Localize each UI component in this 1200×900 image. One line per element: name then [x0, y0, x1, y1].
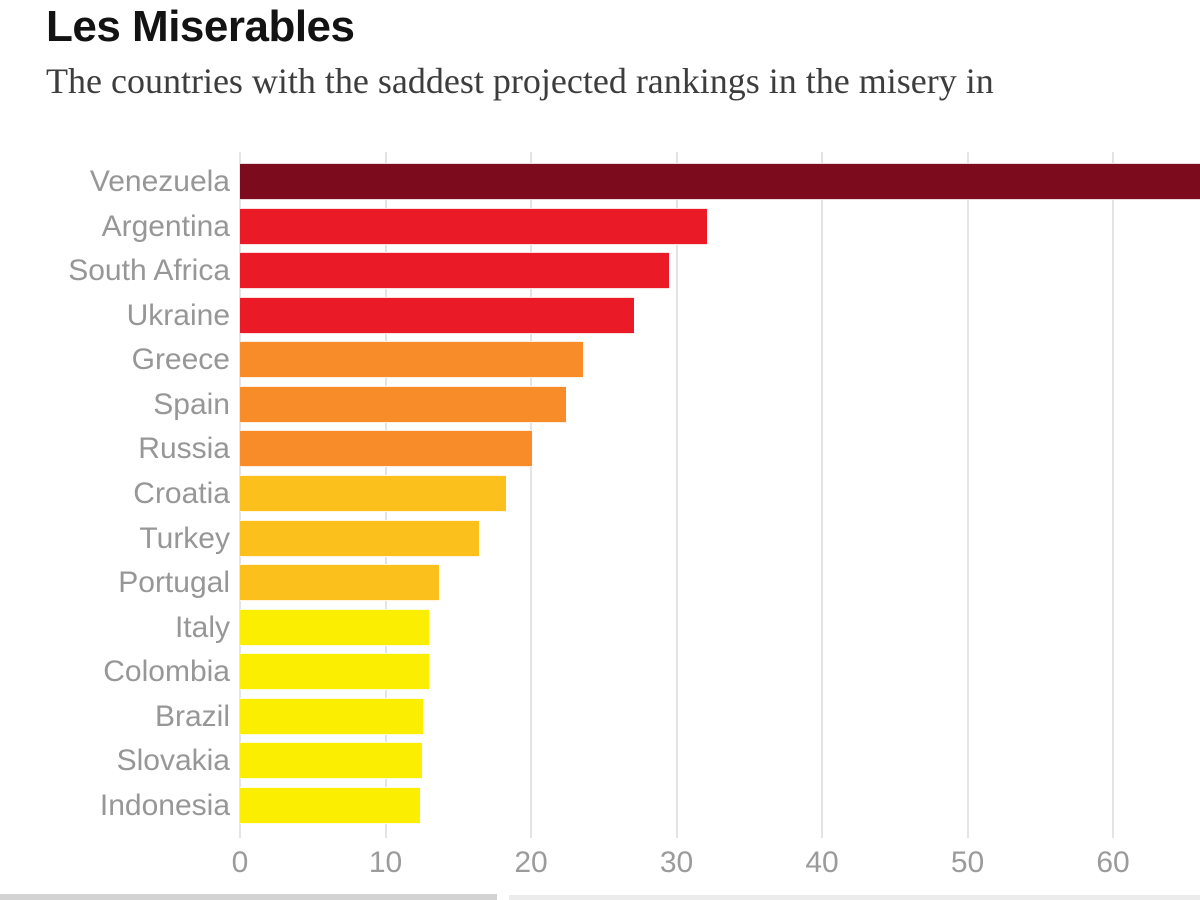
bar-portugal: [240, 564, 439, 601]
bar-row-colombia: Colombia: [0, 653, 1200, 690]
bar-row-brazil: Brazil: [0, 698, 1200, 735]
gridline-60: [1112, 152, 1114, 838]
bar-label-italy: Italy: [174, 611, 230, 644]
clipped-bottom-left-element: [0, 894, 497, 900]
bar-label-colombia: Colombia: [103, 655, 230, 688]
bar-spain: [240, 386, 566, 423]
bar-row-indonesia: Indonesia: [0, 787, 1200, 824]
bar-label-turkey: Turkey: [139, 522, 230, 555]
bar-slovakia: [240, 742, 422, 779]
x-tick-label-10: 10: [368, 846, 403, 879]
bar-row-argentina: Argentina: [0, 208, 1200, 245]
bar-row-russia: Russia: [0, 430, 1200, 467]
bar-label-croatia: Croatia: [133, 477, 230, 510]
bar-ukraine: [240, 297, 634, 334]
bar-row-venezuela: Venezuela: [0, 163, 1200, 200]
bar-label-spain: Spain: [153, 388, 230, 421]
gridline-50: [966, 152, 969, 838]
x-tick-label-40: 40: [805, 846, 839, 879]
bar-venezuela: [240, 163, 1200, 200]
bar-label-portugal: Portugal: [118, 566, 230, 599]
bar-row-spain: Spain: [0, 386, 1200, 423]
bar-label-ukraine: Ukraine: [126, 299, 230, 332]
gridline-20: [530, 152, 532, 838]
bar-row-greece: Greece: [0, 341, 1200, 378]
bar-argentina: [240, 208, 707, 245]
bar-turkey: [240, 520, 479, 557]
chart-subtitle: The countries with the saddest projected…: [46, 61, 994, 101]
x-tick-label-50: 50: [950, 846, 985, 879]
bar-row-italy: Italy: [0, 609, 1200, 646]
bar-label-venezuela: Venezuela: [89, 165, 230, 198]
x-tick-label-30: 30: [659, 846, 694, 879]
bar-label-brazil: Brazil: [154, 700, 230, 733]
bar-label-argentina: Argentina: [101, 210, 230, 243]
x-tick-label-20: 20: [514, 846, 548, 879]
bar-italy: [240, 609, 429, 646]
bar-row-croatia: Croatia: [0, 475, 1200, 512]
bar-russia: [240, 430, 532, 467]
gridline-40: [821, 152, 823, 838]
bar-label-greece: Greece: [131, 343, 230, 376]
bar-indonesia: [240, 787, 420, 824]
gridline-30: [675, 152, 678, 838]
bar-row-ukraine: Ukraine: [0, 297, 1200, 334]
bar-row-slovakia: Slovakia: [0, 742, 1200, 779]
clipped-bottom-right-element: [509, 895, 1200, 900]
bar-row-south-africa: South Africa: [0, 252, 1200, 289]
bar-label-russia: Russia: [138, 432, 230, 465]
bar-label-south-africa: South Africa: [68, 254, 230, 287]
bar-label-indonesia: Indonesia: [99, 789, 230, 822]
bar-row-turkey: Turkey: [0, 520, 1200, 557]
x-tick-label-0: 0: [231, 846, 249, 879]
chart-title: Les Miserables: [46, 2, 355, 51]
bar-greece: [240, 341, 583, 378]
bar-brazil: [240, 698, 423, 735]
bar-croatia: [240, 475, 506, 512]
bar-row-portugal: Portugal: [0, 564, 1200, 601]
bar-label-slovakia: Slovakia: [116, 744, 230, 777]
bar-south-africa: [240, 252, 669, 289]
x-tick-label-60: 60: [1096, 846, 1130, 879]
bar-colombia: [240, 653, 429, 690]
